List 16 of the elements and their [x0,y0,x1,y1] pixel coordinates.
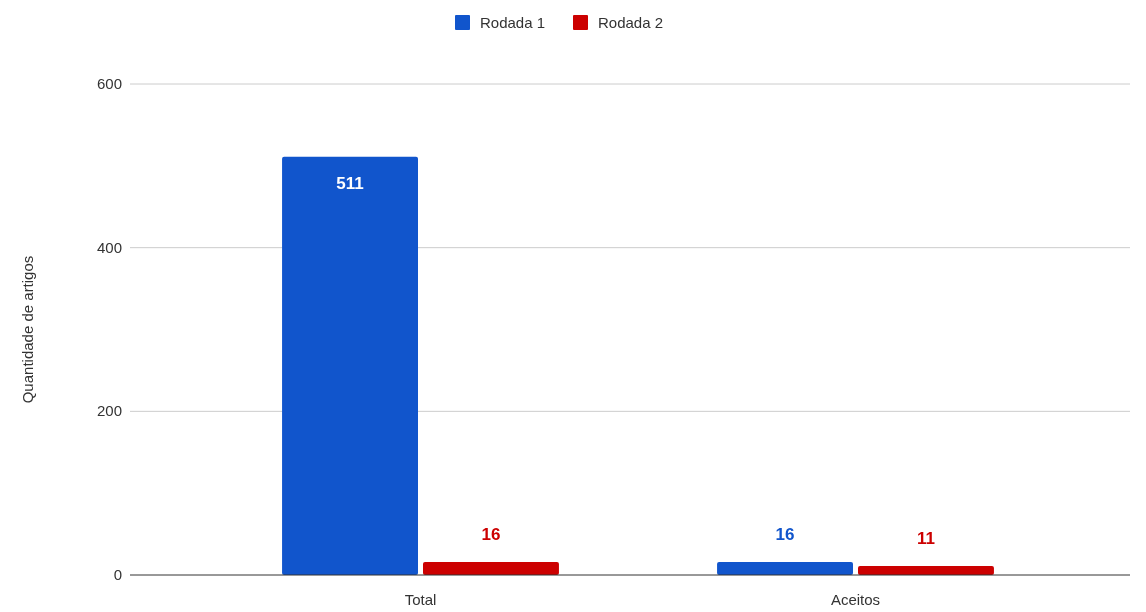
x-tick-label: Total [404,591,437,608]
y-axis-title: Quantidade de artigos [19,255,36,404]
legend-label: Rodada 2 [598,14,664,31]
data-label: 16 [481,524,501,544]
y-tick-label: 0 [113,566,122,583]
bar [423,561,559,575]
y-tick-label: 600 [96,75,122,92]
y-tick-label: 200 [96,402,122,420]
x-tick-label: Aceitos [830,591,881,608]
bar [282,156,418,575]
y-tick-label: 400 [96,238,122,256]
data-label: 11 [916,529,935,548]
legend-label: Rodada 1 [480,14,546,31]
bar [717,561,853,575]
data-label: 16 [775,524,795,544]
data-label: 511 [336,173,364,193]
